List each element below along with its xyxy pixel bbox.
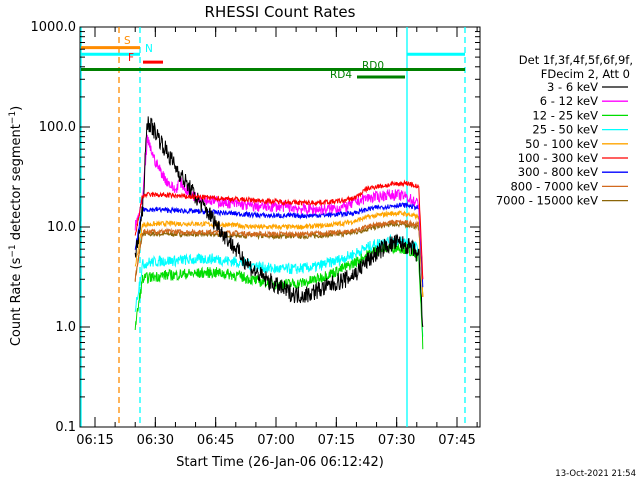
legend-entry-6: 300 - 800 keV <box>518 165 598 179</box>
y-axis-label-base: Count Rate (s <box>9 257 24 346</box>
legend-entry-0: 3 - 6 keV <box>547 80 598 94</box>
flag-label-3: RD0 <box>362 60 384 72</box>
legend-entry-3: 25 - 50 keV <box>532 123 598 137</box>
timestamp-annotation: 13-Oct-2021 21:54 <box>555 469 636 479</box>
x-tick-label-4: 07:15 <box>318 433 355 448</box>
x-tick-label-2: 06:45 <box>197 433 234 448</box>
y-tick-label-3: 1.0 <box>55 320 76 335</box>
x-tick-label-0: 06:15 <box>76 433 113 448</box>
x-tick-label-5: 07:30 <box>378 433 415 448</box>
y-tick-label-0: 1000.0 <box>31 20 77 35</box>
series-line-0 <box>134 116 424 328</box>
series-lines <box>134 116 424 350</box>
series-line-7 <box>134 218 424 297</box>
x-tick-label-3: 07:00 <box>257 433 294 448</box>
series-line-6 <box>134 201 424 288</box>
flag-bars: S NF RD0 RD4 <box>81 35 465 81</box>
legend-entry-2: 12 - 25 keV <box>532 108 598 122</box>
series-line-1 <box>134 134 424 280</box>
legend-entry-4: 50 - 100 keV <box>525 137 598 151</box>
legend-header-line2: FDecim 2, Att 0 <box>541 67 630 81</box>
series-line-5 <box>134 179 424 280</box>
y-tick-label-2: 10.0 <box>47 220 76 235</box>
legend-header-line1: Det 1f,3f,4f,5f,6f,9f, <box>519 53 633 67</box>
legend-entry-8: 7000 - 15000 keV <box>496 194 598 208</box>
y-axis-label-sup-1: −1 <box>8 244 18 257</box>
x-axis-ticks: 06:15 06:30 06:45 07:00 07:15 07:30 07:45 <box>76 27 478 448</box>
chart-title: RHESSI Count Rates <box>205 3 356 21</box>
flag-label-0: S <box>124 35 131 47</box>
y-axis-label-mid: detector segment <box>9 124 24 244</box>
flag-label-2: F <box>128 52 134 64</box>
series-line-2 <box>134 242 424 350</box>
y-axis-ticks: 1000.0 100.0 10.0 1.0 0.1 <box>31 20 480 435</box>
y-tick-label-1: 100.0 <box>39 120 76 135</box>
x-tick-label-1: 06:30 <box>137 433 174 448</box>
y-axis-label-sup-2: −1 <box>8 111 18 124</box>
x-tick-label-6: 07:45 <box>438 433 475 448</box>
legend-entry-7: 800 - 7000 keV <box>510 179 598 193</box>
flag-label-4: RD4 <box>330 69 352 81</box>
legend-entry-5: 100 - 300 keV <box>518 151 598 165</box>
y-axis-label: Count Rate (s−1 detector segment−1) <box>8 106 24 346</box>
x-axis-label: Start Time (26-Jan-06 06:12:42) <box>176 455 384 470</box>
y-tick-label-4: 0.1 <box>55 420 76 435</box>
flag-label-1: N <box>145 43 153 55</box>
y-axis-label-end: ) <box>9 106 24 111</box>
legend-entry-1: 6 - 12 keV <box>540 94 598 108</box>
series-line-4 <box>134 210 424 297</box>
legend: Det 1f,3f,4f,5f,6f,9f, FDecim 2, Att 0 3… <box>496 53 633 208</box>
